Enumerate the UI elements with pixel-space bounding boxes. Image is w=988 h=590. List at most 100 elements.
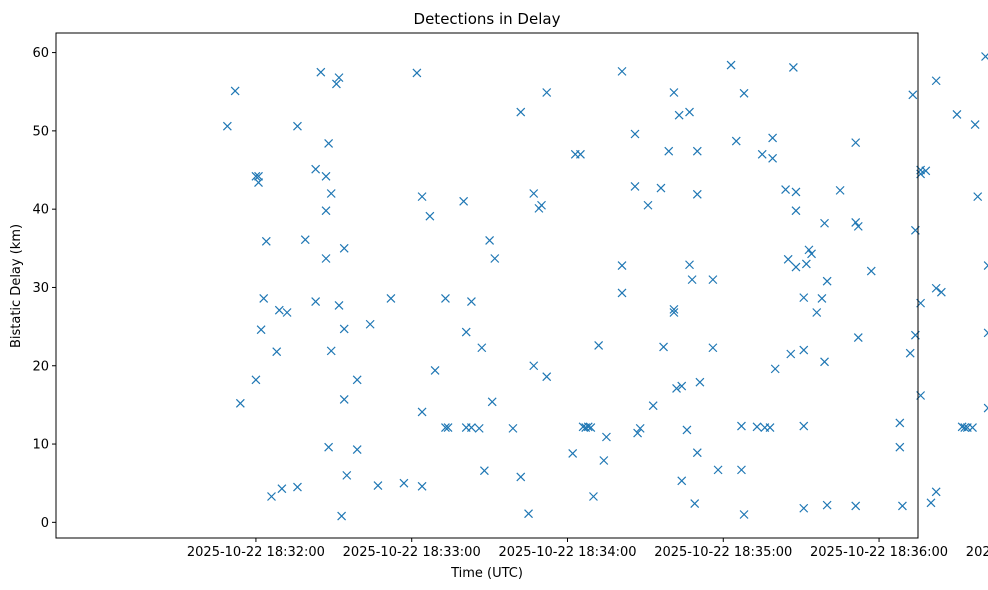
data-point	[542, 372, 552, 382]
data-point	[960, 423, 970, 433]
data-point	[682, 425, 692, 435]
data-point	[731, 136, 741, 146]
data-point	[373, 481, 383, 490]
data-point	[685, 260, 694, 270]
data-point	[835, 185, 845, 195]
data-point	[516, 472, 526, 482]
data-point	[791, 262, 801, 272]
data-point	[272, 347, 282, 357]
data-point	[822, 500, 832, 510]
data-point	[752, 422, 762, 432]
data-point	[807, 249, 816, 259]
data-point	[490, 254, 500, 263]
data-point	[708, 275, 718, 285]
data-point	[316, 67, 326, 77]
data-point	[267, 492, 276, 501]
x-tick-label: 2025-10-22 18:35:00	[654, 545, 792, 560]
data-point	[936, 287, 946, 297]
data-point	[365, 319, 375, 329]
data-point	[430, 366, 440, 375]
data-point	[674, 110, 684, 120]
data-point	[669, 88, 679, 97]
data-point	[441, 423, 450, 433]
data-point	[466, 423, 476, 433]
data-point	[791, 206, 801, 216]
y-tick-label: 0	[41, 516, 49, 531]
data-point	[895, 418, 905, 428]
data-point	[633, 428, 643, 438]
data-point	[326, 189, 336, 198]
data-point	[399, 478, 409, 488]
data-point	[459, 196, 469, 206]
data-point	[321, 206, 331, 216]
data-point	[466, 297, 476, 306]
data-point	[261, 236, 271, 246]
data-point	[664, 146, 674, 156]
data-point	[334, 301, 344, 310]
data-point	[529, 361, 539, 371]
data-point	[337, 511, 347, 521]
data-point	[669, 304, 679, 314]
data-point	[599, 456, 609, 465]
data-point	[739, 510, 749, 519]
y-tick-label: 20	[32, 359, 49, 374]
data-point	[768, 153, 778, 163]
x-tick-label: 2025-10-22 18:34:00	[498, 545, 636, 560]
data-point	[812, 308, 822, 317]
data-point	[537, 200, 546, 210]
data-point	[417, 481, 427, 491]
data-point	[461, 327, 471, 337]
data-point	[851, 218, 861, 227]
data-point	[672, 384, 681, 393]
data-point	[594, 340, 604, 350]
data-point	[768, 133, 778, 143]
data-point	[352, 375, 362, 385]
data-point	[235, 398, 245, 408]
data-point	[339, 394, 349, 404]
data-point	[516, 107, 526, 117]
data-point	[412, 68, 422, 78]
y-axis-label: Bistatic Delay (km)	[9, 224, 24, 348]
data-point	[804, 245, 814, 255]
data-point	[251, 375, 261, 385]
data-point	[799, 345, 809, 355]
data-point	[589, 492, 598, 501]
data-point	[765, 423, 775, 433]
data-point	[479, 466, 489, 476]
data-point	[648, 401, 658, 411]
data-point	[441, 293, 450, 303]
data-point	[282, 308, 292, 317]
data-point	[669, 308, 679, 317]
data-point	[926, 498, 936, 508]
data-point	[251, 171, 261, 181]
chart-title: Detections in Delay	[414, 10, 561, 28]
data-point	[931, 76, 941, 86]
data-point	[895, 442, 905, 452]
data-point	[677, 381, 687, 391]
data-point	[508, 423, 518, 433]
data-point	[786, 349, 796, 359]
y-tick-label: 10	[32, 438, 49, 453]
data-point	[788, 63, 798, 72]
x-tick-label: 2025-10-22 18:37:00	[966, 545, 988, 560]
data-point	[801, 259, 811, 269]
data-point	[983, 403, 988, 413]
data-point	[981, 52, 988, 61]
data-point	[326, 346, 336, 356]
data-point	[866, 266, 876, 276]
data-point	[726, 60, 736, 70]
data-point	[321, 254, 331, 263]
data-point	[921, 166, 931, 176]
data-point	[783, 254, 793, 264]
data-point	[820, 357, 829, 367]
axes-frame	[55, 32, 919, 539]
data-point	[677, 476, 687, 486]
data-point	[256, 325, 266, 335]
data-point	[643, 200, 653, 210]
data-point	[820, 218, 829, 228]
data-point	[443, 423, 453, 433]
data-point	[311, 297, 321, 306]
data-point	[692, 189, 702, 199]
data-point	[324, 138, 334, 148]
